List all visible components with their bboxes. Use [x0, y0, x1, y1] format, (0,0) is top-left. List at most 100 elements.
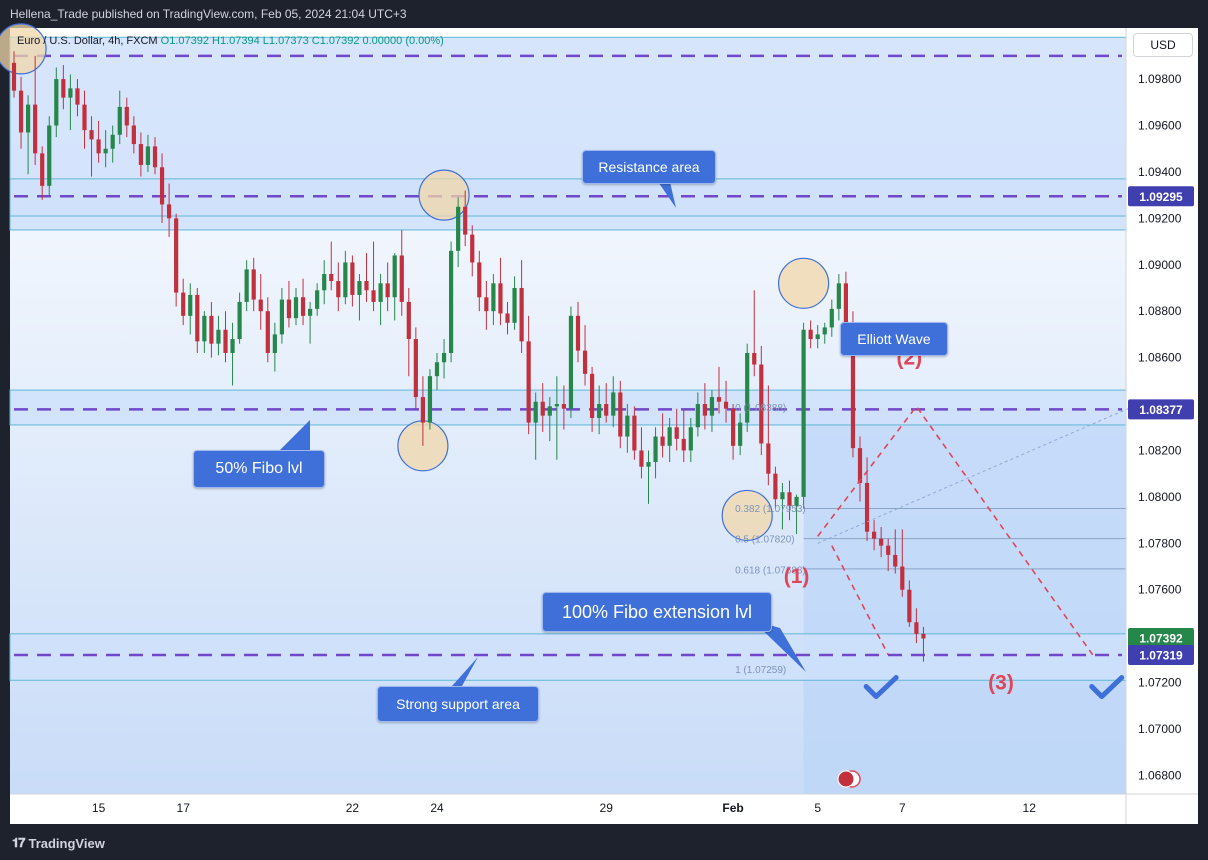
elliott-wave-label: (3) — [988, 672, 1014, 695]
candle-body — [491, 283, 496, 312]
fib-level-label: 0.382 (1.07953) — [735, 504, 806, 515]
highlight-circle — [418, 169, 470, 221]
y-tick-label: 1.09400 — [1138, 165, 1182, 179]
candle-body — [702, 404, 707, 416]
candle-body — [103, 148, 108, 154]
candle-body — [540, 401, 545, 416]
candle-body — [900, 566, 905, 590]
callout-pointer — [280, 420, 310, 450]
candle-body — [131, 125, 136, 145]
currency-button[interactable]: USD — [1133, 33, 1193, 57]
candle-body — [625, 415, 630, 437]
ohlc-values: O1.07392 H1.07394 L1.07373 C1.07392 0.00… — [160, 35, 444, 47]
candle-body — [850, 325, 856, 449]
candle-body — [611, 392, 616, 416]
candle-body — [61, 79, 66, 98]
candle-body — [893, 554, 898, 567]
candle-body — [216, 329, 221, 344]
fibo-50-callout[interactable]: 50% Fibo lvl — [193, 450, 325, 488]
candle-body — [385, 283, 390, 298]
candle-body — [434, 362, 440, 377]
elliott-wave-callout[interactable]: Elliott Wave — [840, 322, 948, 356]
candle-body — [174, 218, 179, 293]
y-tick-label: 1.07600 — [1138, 583, 1182, 597]
candle-body — [329, 274, 334, 282]
candle-body — [914, 622, 919, 634]
candle-body — [547, 406, 552, 416]
candle-body — [188, 294, 193, 316]
resistance-area-callout[interactable]: Resistance area — [582, 150, 716, 184]
fib-level-label: 0.5 (1.07820) — [735, 535, 795, 546]
candle-body — [801, 329, 806, 497]
candle-body — [420, 397, 425, 423]
symbol-title: Euro / U.S. Dollar, 4h, FXCM — [17, 35, 158, 47]
candle-body — [308, 308, 313, 316]
candle-body — [110, 134, 115, 149]
candle-body — [371, 290, 376, 302]
candle-body — [343, 262, 348, 298]
candle-body — [357, 281, 362, 295]
x-tick-label: 29 — [600, 801, 614, 815]
fib-level-label: 0 (1.08388) — [735, 403, 786, 414]
candle-body — [300, 297, 306, 316]
candle-body — [33, 104, 38, 154]
callout-pointer — [452, 657, 478, 686]
price-tag-label: 1.08377 — [1139, 403, 1183, 417]
candle-body — [40, 153, 45, 186]
candle-body — [456, 206, 461, 251]
price-tag-label: 1.09295 — [1139, 190, 1183, 204]
candle-body — [738, 422, 743, 446]
candle-body — [681, 438, 686, 451]
candle-body — [286, 299, 292, 319]
candle-body — [96, 139, 101, 154]
candle-body — [181, 292, 186, 316]
check-icon — [1089, 675, 1125, 700]
candle-body — [526, 341, 531, 423]
candle-body — [759, 364, 764, 444]
candle-body — [399, 255, 404, 302]
candle-body — [646, 462, 651, 467]
candle-body — [279, 299, 284, 335]
tradingview-logo[interactable]: 𝟏𝟕 TradingView — [12, 835, 105, 851]
footer-bar: 𝟏𝟕 TradingView — [0, 826, 1208, 860]
elliott-projection-path — [817, 405, 1094, 656]
candle-body — [26, 104, 31, 133]
candle-body — [223, 329, 228, 353]
candle-body — [159, 167, 165, 205]
candle-body — [470, 234, 475, 263]
x-tick-label: 15 — [92, 801, 106, 815]
support-area-callout[interactable]: Strong support area — [377, 686, 539, 722]
candle-body — [258, 299, 263, 312]
highlight-circle — [777, 257, 830, 309]
candle-body — [709, 397, 715, 416]
y-tick-label: 1.08600 — [1138, 351, 1182, 365]
price-tag-box — [1128, 399, 1194, 420]
x-tick-label: 17 — [177, 801, 191, 815]
us-flag-icon — [837, 770, 855, 788]
candle-body — [244, 269, 249, 302]
fib-level-label: 0.618 (1.07688) — [735, 565, 806, 576]
candle-body — [575, 315, 581, 351]
y-tick-label: 1.07000 — [1138, 722, 1182, 736]
candle-body — [695, 404, 700, 428]
publisher-header: Hellena_Trade published on TradingView.c… — [10, 7, 407, 21]
y-tick-label: 1.09200 — [1138, 211, 1182, 225]
candle-body — [815, 334, 820, 340]
candle-body — [209, 315, 214, 344]
candle-body — [787, 492, 792, 507]
candle-body — [836, 283, 841, 309]
candle-body — [237, 301, 242, 340]
candle-body — [272, 334, 277, 353]
candle-body — [498, 283, 503, 314]
candle-body — [879, 538, 884, 546]
candle-body — [716, 397, 722, 402]
candle-body — [921, 633, 926, 639]
candle-body — [477, 262, 482, 298]
fibo-extension-callout[interactable]: 100% Fibo extension lvl — [542, 592, 772, 632]
candle-body — [597, 404, 602, 418]
candle-body — [512, 287, 517, 323]
candle-body — [230, 339, 235, 353]
candle-body — [18, 90, 24, 133]
candle-body — [54, 79, 59, 126]
